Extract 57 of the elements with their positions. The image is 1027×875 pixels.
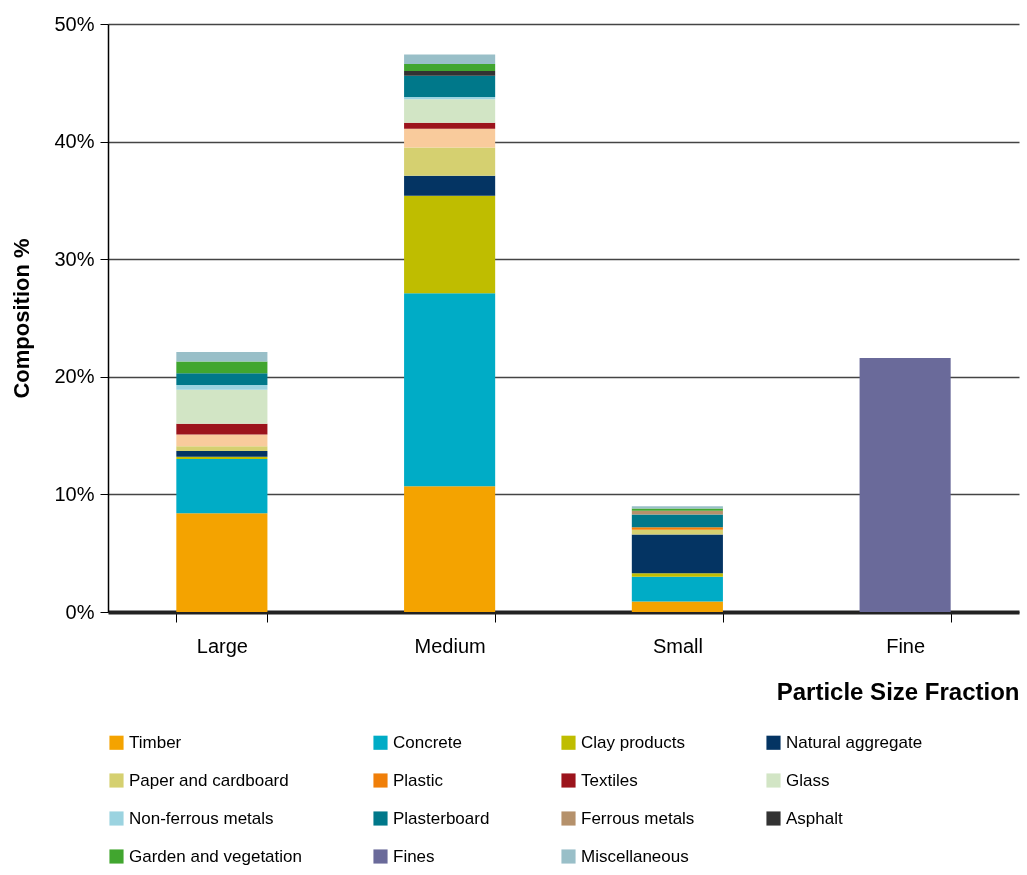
bar	[404, 54, 496, 64]
legend-label: Garden and vegetation	[129, 846, 302, 866]
legend-label: Glass	[786, 770, 830, 790]
bar	[859, 357, 951, 612]
bar	[176, 434, 268, 447]
bar	[176, 385, 268, 390]
y-tick-label: 10%	[54, 482, 95, 505]
bar	[176, 450, 268, 457]
legend-label: Clay products	[581, 732, 685, 752]
legend-label: Ferrous metals	[581, 808, 695, 828]
bar	[404, 195, 496, 294]
bar	[404, 175, 496, 196]
bar	[404, 293, 496, 487]
bar	[631, 601, 723, 612]
bar	[404, 75, 496, 97]
x-axis-title: Particle Size Fraction	[776, 677, 1020, 705]
bar	[404, 63, 496, 72]
y-tick-label: 50%	[54, 12, 95, 35]
bar	[404, 128, 496, 148]
legend-label: Plasterboard	[393, 808, 490, 828]
x-tick-label: Large	[196, 634, 248, 657]
bar	[176, 361, 268, 374]
legend-label: Paper and cardboard	[129, 770, 289, 790]
y-tick-label: 0%	[65, 600, 95, 623]
bar	[176, 446, 268, 451]
bar	[176, 373, 268, 386]
bar	[176, 459, 268, 514]
x-tick-label: Fine	[886, 634, 926, 657]
bar	[631, 576, 723, 602]
bar	[404, 122, 496, 129]
bar	[404, 486, 496, 612]
bar	[631, 573, 723, 577]
bar	[176, 389, 268, 424]
legend-label: Miscellaneous	[581, 846, 689, 866]
bar	[404, 99, 496, 123]
legend-label: Concrete	[393, 732, 462, 752]
legend-label: Non-ferrous metals	[129, 808, 274, 828]
legend-label: Timber	[129, 732, 182, 752]
bar	[631, 514, 723, 528]
y-tick-label: 40%	[54, 130, 95, 153]
y-axis-title: Composition %	[9, 238, 35, 399]
x-tick-label: Small	[652, 634, 703, 657]
y-tick-label: 30%	[54, 247, 95, 270]
bar	[631, 534, 723, 574]
bar	[176, 423, 268, 435]
bar	[631, 527, 723, 530]
legend-label: Textiles	[581, 770, 638, 790]
bar	[404, 71, 496, 76]
legend-label: Asphalt	[786, 808, 843, 828]
legend-label: Natural aggregate	[786, 732, 923, 752]
legend-label: Fines	[393, 846, 435, 866]
y-tick-label: 20%	[54, 365, 95, 388]
bar	[404, 147, 496, 176]
legend-label: Plastic	[393, 770, 444, 790]
bar	[176, 352, 268, 362]
bar	[176, 513, 268, 612]
x-tick-label: Medium	[414, 634, 486, 657]
